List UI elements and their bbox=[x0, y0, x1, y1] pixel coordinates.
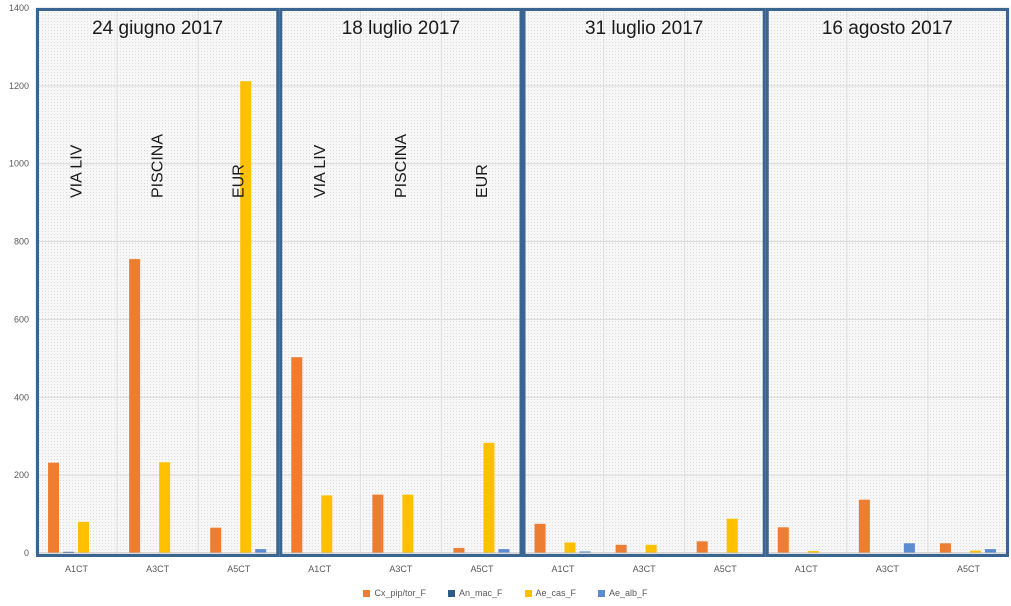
panel-frame bbox=[36, 8, 280, 557]
x-category-label: A3CT bbox=[146, 564, 170, 574]
site-label: VIA LIV bbox=[69, 144, 86, 198]
y-tick-label: 600 bbox=[14, 314, 29, 324]
legend-swatch bbox=[447, 589, 455, 597]
legend-item: Ae_alb_F bbox=[598, 588, 648, 598]
bar-cx-pip-tor-f bbox=[858, 499, 870, 553]
bar-ae-alb-f bbox=[498, 549, 510, 553]
bar-cx-pip-tor-f bbox=[534, 523, 546, 553]
panel-frame bbox=[279, 8, 523, 557]
legend-item: Ae_cas_F bbox=[524, 588, 577, 598]
bar-cx-pip-tor-f bbox=[210, 527, 222, 553]
panel-3: 31 luglio 2017 bbox=[522, 8, 766, 557]
legend-swatch bbox=[524, 589, 532, 597]
bar-ae-cas-f bbox=[240, 81, 252, 553]
bar-ae-cas-f bbox=[564, 542, 576, 553]
site-label: PISCINA bbox=[150, 134, 167, 198]
x-category-label: A5CT bbox=[714, 564, 738, 574]
bar-ae-cas-f bbox=[483, 442, 495, 553]
y-tick-label: 1400 bbox=[9, 3, 29, 13]
bar-ae-cas-f bbox=[78, 521, 90, 553]
x-category-label: A1CT bbox=[308, 564, 332, 574]
bar-cx-pip-tor-f bbox=[291, 357, 303, 553]
x-category-label: A1CT bbox=[65, 564, 89, 574]
bar-ae-alb-f bbox=[903, 543, 915, 553]
bars bbox=[48, 81, 996, 553]
legend-label: An_mac_F bbox=[458, 588, 503, 598]
bar-ae-cas-f bbox=[645, 544, 657, 553]
y-tick-label: 800 bbox=[14, 237, 29, 247]
legend-label: Ae_alb_F bbox=[609, 588, 648, 598]
x-category-label: A3CT bbox=[389, 564, 413, 574]
x-category-label: A5CT bbox=[227, 564, 251, 574]
panel-2: 18 luglio 2017 VIA LIV PISCINA EUR bbox=[279, 8, 523, 557]
panel-title: 16 agosto 2017 bbox=[822, 18, 953, 39]
bar-cx-pip-tor-f bbox=[939, 543, 951, 553]
y-axis: 0 200 400 600 800 1000 1200 1400 bbox=[9, 3, 29, 558]
panel-title: 18 luglio 2017 bbox=[342, 18, 460, 39]
bar-ae-cas-f bbox=[807, 551, 819, 553]
panel-4: 16 agosto 2017 bbox=[765, 8, 1009, 557]
site-label: EUR bbox=[231, 164, 248, 198]
panel-frame bbox=[765, 8, 1009, 557]
y-tick-label: 200 bbox=[14, 470, 29, 480]
legend-label: Cx_pip/tor_F bbox=[374, 588, 426, 598]
bar-ae-cas-f bbox=[402, 494, 414, 553]
bar-cx-pip-tor-f bbox=[129, 259, 141, 553]
bar-cx-pip-tor-f bbox=[453, 547, 465, 553]
x-category-label: A3CT bbox=[876, 564, 900, 574]
y-tick-label: 400 bbox=[14, 392, 29, 402]
bar-ae-cas-f bbox=[726, 518, 738, 553]
bar-ae-alb-f bbox=[984, 549, 996, 553]
x-category-label: A3CT bbox=[633, 564, 657, 574]
x-category-label: A1CT bbox=[552, 564, 576, 574]
bar-cx-pip-tor-f bbox=[777, 527, 789, 553]
x-category-label: A5CT bbox=[470, 564, 494, 574]
bar-cx-pip-tor-f bbox=[372, 494, 384, 553]
bar-cx-pip-tor-f bbox=[48, 462, 60, 553]
bar-ae-alb-f bbox=[579, 551, 591, 553]
panel-title: 24 giugno 2017 bbox=[92, 18, 223, 39]
site-label: PISCINA bbox=[393, 134, 410, 198]
legend-swatch bbox=[598, 589, 606, 597]
panel-title: 31 luglio 2017 bbox=[585, 18, 703, 39]
bar-ae-alb-f bbox=[255, 549, 267, 553]
bar-ae-cas-f bbox=[321, 495, 333, 553]
x-category-label: A1CT bbox=[795, 564, 819, 574]
y-tick-label: 1000 bbox=[9, 159, 29, 169]
y-tick-label: 0 bbox=[24, 548, 29, 558]
panel-1: 24 giugno 2017 VIA LIV PISCINA EUR bbox=[36, 8, 280, 557]
panel-frame bbox=[522, 8, 766, 557]
legend-item: Cx_pip/tor_F bbox=[363, 588, 426, 598]
bar-ae-cas-f bbox=[969, 550, 981, 553]
bar-cx-pip-tor-f bbox=[615, 544, 627, 553]
x-category-label: A5CT bbox=[957, 564, 981, 574]
legend: Cx_pip/tor_F An_mac_F Ae_cas_F Ae_alb_F bbox=[0, 584, 1011, 602]
legend-swatch bbox=[363, 589, 371, 597]
site-label: VIA LIV bbox=[312, 144, 329, 198]
bar-chart: 0 200 400 600 800 1000 1200 1400 A1CT A3CT A5CT A1… bbox=[9, 3, 1010, 574]
bar-ae-cas-f bbox=[159, 462, 171, 553]
legend-label: Ae_cas_F bbox=[535, 588, 577, 598]
bar-cx-pip-tor-f bbox=[696, 541, 708, 553]
legend-item: An_mac_F bbox=[447, 588, 503, 598]
y-tick-label: 1200 bbox=[9, 81, 29, 91]
bar-an-mac-f bbox=[63, 551, 75, 553]
site-label: EUR bbox=[474, 164, 491, 198]
